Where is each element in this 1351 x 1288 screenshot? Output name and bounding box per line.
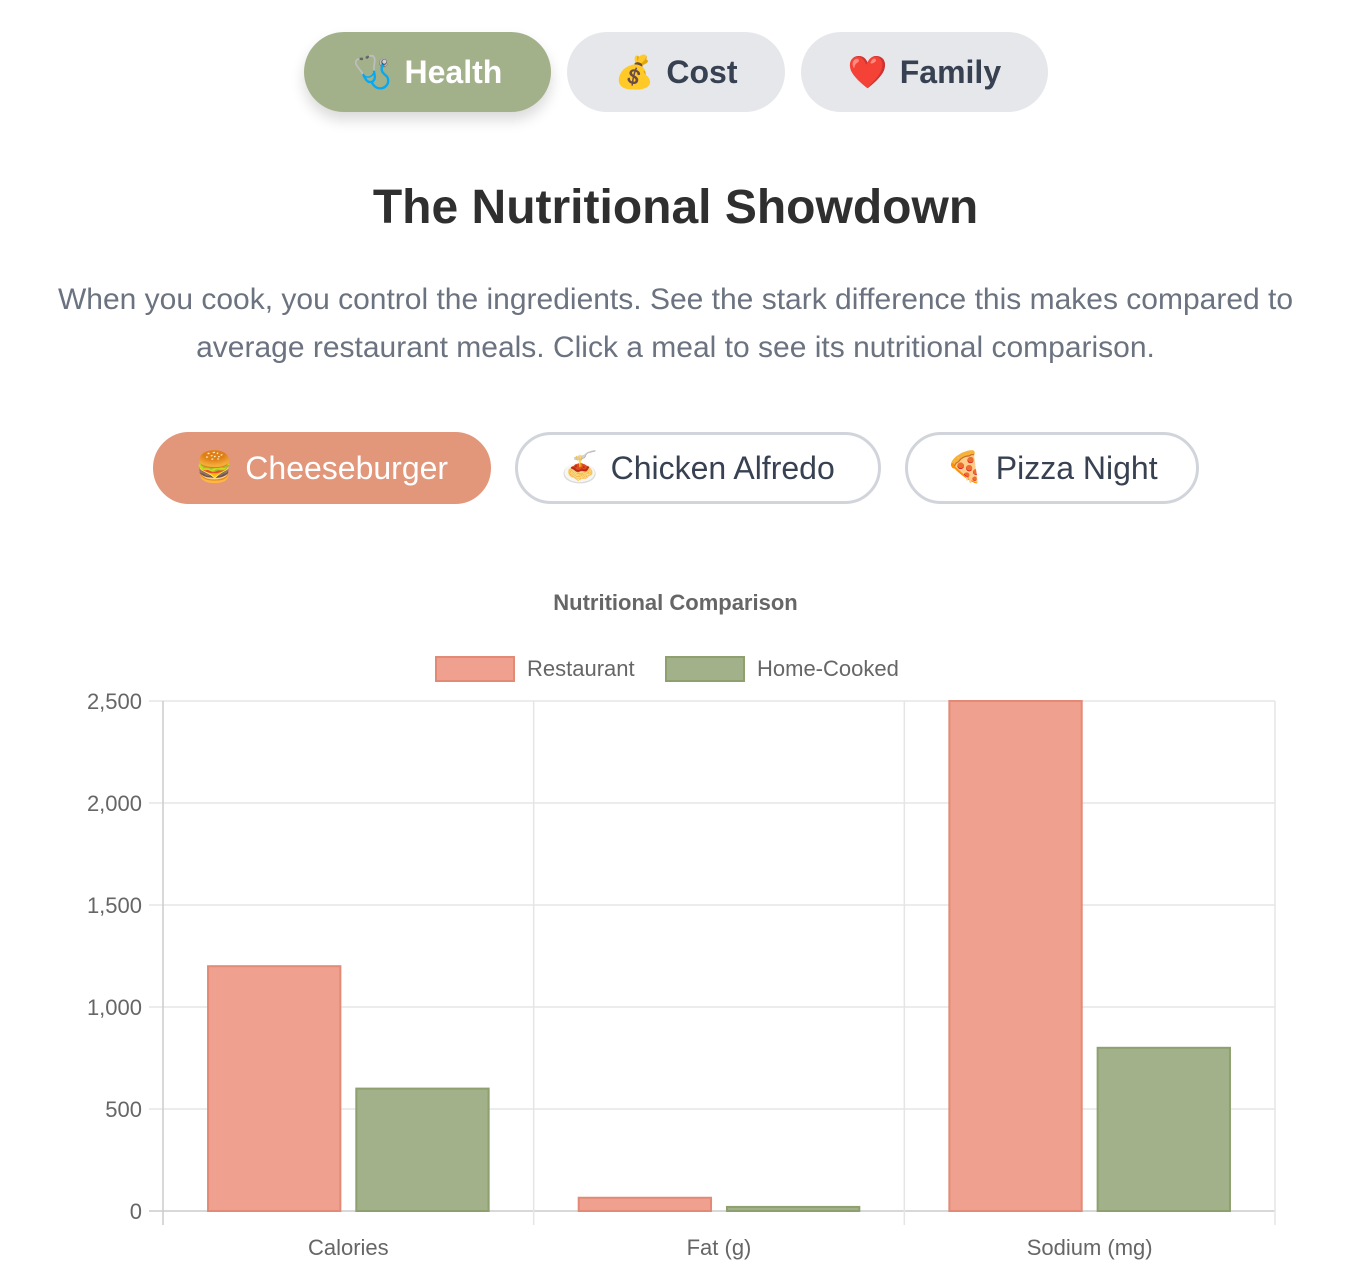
burger-icon: 🍔 bbox=[195, 451, 234, 484]
topic-tabs: 🩺 Health 💰 Cost ❤️ Family bbox=[0, 32, 1351, 112]
meal-button-chicken-alfredo[interactable]: 🍝 Chicken Alfredo bbox=[515, 432, 881, 504]
x-tick-label: Calories bbox=[308, 1235, 389, 1260]
meal-label-chicken-alfredo: Chicken Alfredo bbox=[610, 449, 835, 486]
bar-home-cooked-calories bbox=[355, 1087, 490, 1212]
bar-home-cooked-fat-g bbox=[725, 1205, 861, 1213]
meal-button-pizza-night[interactable]: 🍕 Pizza Night bbox=[905, 432, 1199, 504]
y-tick-label: 1,000 bbox=[87, 995, 142, 1020]
legend-item-home-cooked[interactable]: Home-Cooked bbox=[665, 654, 899, 684]
tab-health-label: Health bbox=[404, 53, 503, 90]
tab-family[interactable]: ❤️ Family bbox=[801, 32, 1048, 112]
y-tick-label: 2,000 bbox=[87, 791, 142, 816]
bar-restaurant-sodium-mg bbox=[948, 700, 1083, 1212]
legend-swatch-home-cooked bbox=[665, 656, 745, 682]
tab-health[interactable]: 🩺 Health bbox=[304, 32, 551, 112]
chart-legend: Restaurant Home-Cooked bbox=[0, 654, 1351, 684]
legend-label-restaurant: Restaurant bbox=[527, 656, 635, 681]
legend-item-restaurant[interactable]: Restaurant bbox=[435, 654, 635, 684]
bar-restaurant-fat-g bbox=[577, 1196, 713, 1212]
tab-cost[interactable]: 💰 Cost bbox=[567, 32, 785, 112]
meal-button-cheeseburger[interactable]: 🍔 Cheeseburger bbox=[153, 432, 491, 504]
x-tick-label: Sodium (mg) bbox=[1027, 1235, 1153, 1260]
money-bag-icon: 💰 bbox=[614, 54, 655, 90]
spaghetti-icon: 🍝 bbox=[561, 451, 599, 484]
bar-home-cooked-sodium-mg bbox=[1096, 1046, 1231, 1213]
bar-restaurant-calories bbox=[207, 965, 342, 1213]
legend-label-home-cooked: Home-Cooked bbox=[757, 656, 899, 681]
chart-title: Nutritional Comparison bbox=[553, 590, 798, 615]
y-tick-label: 0 bbox=[130, 1199, 142, 1224]
page-title: The Nutritional Showdown bbox=[372, 181, 979, 234]
y-tick-label: 500 bbox=[105, 1097, 142, 1122]
meal-label-cheeseburger: Cheeseburger bbox=[245, 449, 449, 486]
x-tick-label: Fat (g) bbox=[687, 1235, 752, 1260]
y-tick-label: 1,500 bbox=[87, 893, 142, 918]
y-tick-label: 2,500 bbox=[87, 689, 142, 714]
stethoscope-icon: 🩺 bbox=[352, 54, 393, 90]
pizza-icon: 🍕 bbox=[946, 451, 984, 484]
tab-cost-label: Cost bbox=[666, 53, 738, 90]
legend-swatch-restaurant bbox=[435, 656, 515, 682]
meal-label-pizza-night: Pizza Night bbox=[995, 449, 1158, 486]
page-description: When you cook, you control the ingredien… bbox=[57, 283, 1294, 364]
tab-family-label: Family bbox=[899, 53, 1002, 90]
heart-icon: ❤️ bbox=[847, 54, 888, 90]
